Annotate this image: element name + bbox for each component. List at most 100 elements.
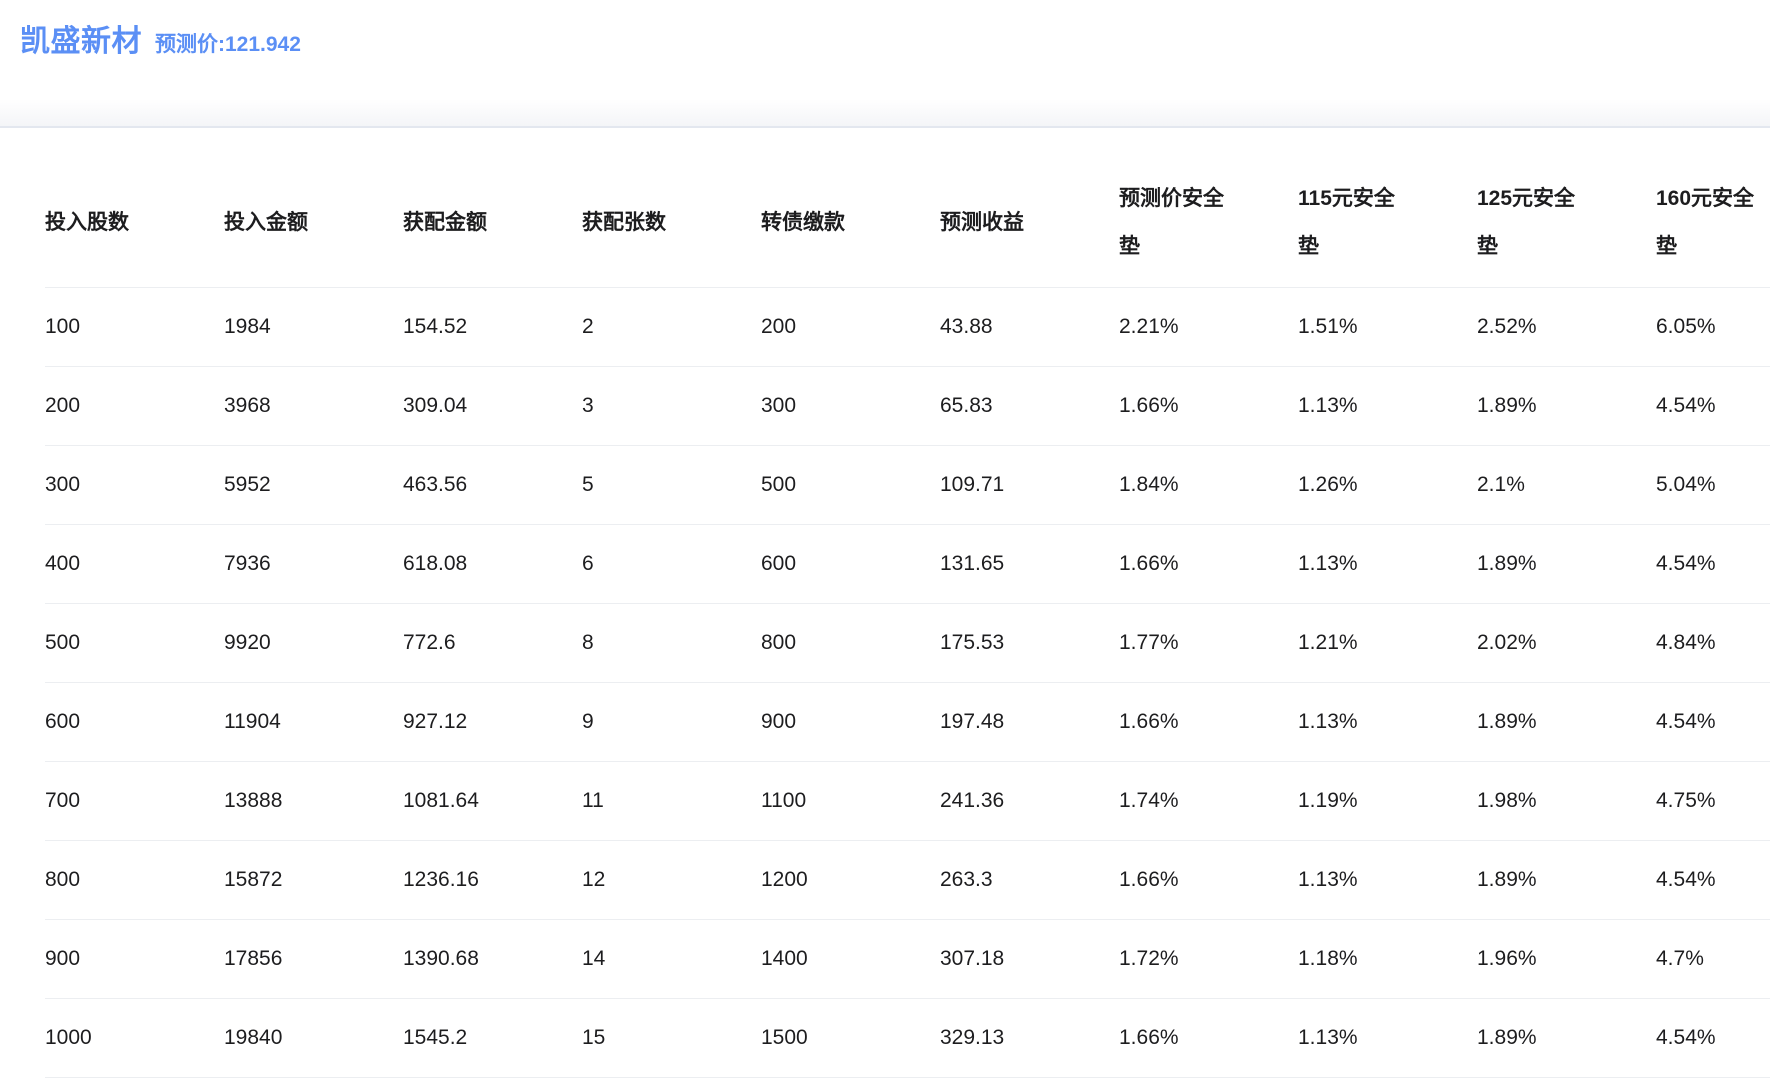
table-cell: 1.89% — [1477, 868, 1537, 891]
table-cell: 4.54% — [1656, 868, 1716, 891]
table-cell: 1500 — [761, 1026, 808, 1049]
table-cell: 200 — [45, 394, 81, 417]
table-cell: 11 — [582, 789, 604, 812]
table-cell: 5 — [582, 473, 594, 496]
table-cell: 131.65 — [940, 552, 1005, 575]
table-cell: 927.12 — [403, 710, 468, 733]
table-cell: 175.53 — [940, 631, 1005, 654]
table-cell: 4.84% — [1656, 631, 1716, 654]
table-cell: 1.66% — [1119, 394, 1179, 417]
table-cell: 4.7% — [1656, 947, 1704, 970]
table-cell: 4.54% — [1656, 710, 1716, 733]
table-cell: 463.56 — [403, 473, 468, 496]
table-cell: 1.89% — [1477, 552, 1537, 575]
table-cell: 197.48 — [940, 710, 1005, 733]
table-cell: 8 — [582, 631, 594, 654]
table-cell: 4.54% — [1656, 552, 1716, 575]
table-cell: 2.1% — [1477, 473, 1525, 496]
table-cell: 11904 — [224, 710, 281, 733]
table-row: 200 3968 309.04 3 300 65.83 1.66% 1.13% 1.89% 4.5… — [45, 367, 1770, 446]
table-cell: 4.54% — [1656, 1026, 1716, 1049]
column-header: 获配金额 — [403, 210, 487, 234]
table-row: 1000 19840 1545.2 15 1500 329.13 1.66% 1.13% 1.8… — [45, 999, 1770, 1078]
table-cell: 1.89% — [1477, 394, 1537, 417]
table-cell: 6.05% — [1656, 315, 1716, 338]
column-header: 预测价安全 垫 — [1119, 186, 1224, 258]
column-header: 获配张数 — [582, 210, 666, 234]
table-cell: 2.52% — [1477, 315, 1537, 338]
table-cell: 19840 — [224, 1026, 283, 1049]
table-cell: 2.21% — [1119, 315, 1179, 338]
table-cell: 100 — [45, 315, 81, 338]
table-cell: 400 — [45, 552, 81, 575]
table-cell: 300 — [761, 394, 797, 417]
column-header: 160元安全 垫 — [1656, 186, 1755, 258]
table-cell: 1.18% — [1298, 947, 1358, 970]
table-cell: 12 — [582, 868, 606, 891]
column-header: 转债缴款 — [761, 210, 845, 234]
table-cell: 9 — [582, 710, 594, 733]
table-cell: 1.51% — [1298, 315, 1358, 338]
table-cell: 1.13% — [1298, 710, 1358, 733]
table-cell: 309.04 — [403, 394, 468, 417]
table-cell: 5952 — [224, 473, 271, 496]
table-cell: 500 — [45, 631, 81, 654]
table-cell: 3968 — [224, 394, 271, 417]
table-cell: 900 — [45, 947, 81, 970]
table-cell: 1.66% — [1119, 710, 1179, 733]
column-header: 115元安全 垫 — [1298, 186, 1395, 258]
table-cell: 6 — [582, 552, 594, 575]
table-row: 400 7936 618.08 6 600 131.65 1.66% 1.13% 1.89% 4.… — [45, 525, 1770, 604]
table-cell: 800 — [761, 631, 797, 654]
table-cell: 1.13% — [1298, 1026, 1358, 1049]
table-cell: 1.21% — [1298, 631, 1358, 654]
table-cell: 600 — [761, 552, 797, 575]
table-cell: 618.08 — [403, 552, 468, 575]
table-cell: 2.02% — [1477, 631, 1537, 654]
table-cell: 1100 — [761, 789, 807, 812]
table-cell: 5.04% — [1656, 473, 1716, 496]
allocation-table: 投入股数 投入金额 获配金额 获配张数 转债缴款 预测收益 预测价安全 垫 115元安全 垫 1… — [0, 128, 1770, 1078]
table-cell: 1.66% — [1119, 1026, 1179, 1049]
table-cell: 15872 — [224, 868, 283, 891]
table-cell: 500 — [761, 473, 797, 496]
table-cell: 241.36 — [940, 789, 1005, 812]
table-cell: 1984 — [224, 315, 271, 338]
table-cell: 1.72% — [1119, 947, 1179, 970]
table-cell: 2 — [582, 315, 594, 338]
stock-title: 凯盛新材 — [20, 25, 142, 58]
table-row: 100 1984 154.52 2 200 43.88 2.21% 1.51% 2.52% 6.0… — [45, 288, 1770, 367]
table-row: 900 17856 1390.68 14 1400 307.18 1.72% 1.18% 1.9… — [45, 920, 1770, 999]
column-header: 投入金额 — [224, 210, 308, 234]
table-cell: 1.89% — [1477, 1026, 1537, 1049]
table-cell: 1400 — [761, 947, 808, 970]
table-cell: 14 — [582, 947, 606, 970]
header-divider — [0, 96, 1770, 128]
table-cell: 13888 — [224, 789, 283, 812]
table-row: 700 13888 1081.64 11 1100 241.36 1.74% 1.19% 1.9… — [45, 762, 1770, 841]
table-cell: 600 — [45, 710, 81, 733]
table-cell: 1.89% — [1477, 710, 1537, 733]
table-cell: 7936 — [224, 552, 271, 575]
table-cell: 1.98% — [1477, 789, 1537, 812]
table-cell: 1236.16 — [403, 868, 479, 891]
table-cell: 1081.64 — [403, 789, 479, 812]
table-row: 800 15872 1236.16 12 1200 263.3 1.66% 1.13% 1.89… — [45, 841, 1770, 920]
table-cell: 1.77% — [1119, 631, 1179, 654]
table-cell: 65.83 — [940, 394, 993, 417]
table-cell: 1.96% — [1477, 947, 1537, 970]
table-cell: 263.3 — [940, 868, 993, 891]
table-cell: 900 — [761, 710, 797, 733]
table-body: 100 1984 154.52 2 200 43.88 2.21% 1.51% 2.52% 6.0… — [45, 288, 1770, 1078]
table-cell: 307.18 — [940, 947, 1005, 970]
table-cell: 43.88 — [940, 315, 993, 338]
table-cell: 300 — [45, 473, 81, 496]
column-header: 125元安全 垫 — [1477, 186, 1576, 258]
table-cell: 1.74% — [1119, 789, 1179, 812]
table-cell: 1200 — [761, 868, 808, 891]
table-cell: 154.52 — [403, 315, 468, 338]
table-cell: 9920 — [224, 631, 271, 654]
table-cell: 15 — [582, 1026, 606, 1049]
table-cell: 1.26% — [1298, 473, 1358, 496]
table-cell: 1000 — [45, 1026, 92, 1049]
